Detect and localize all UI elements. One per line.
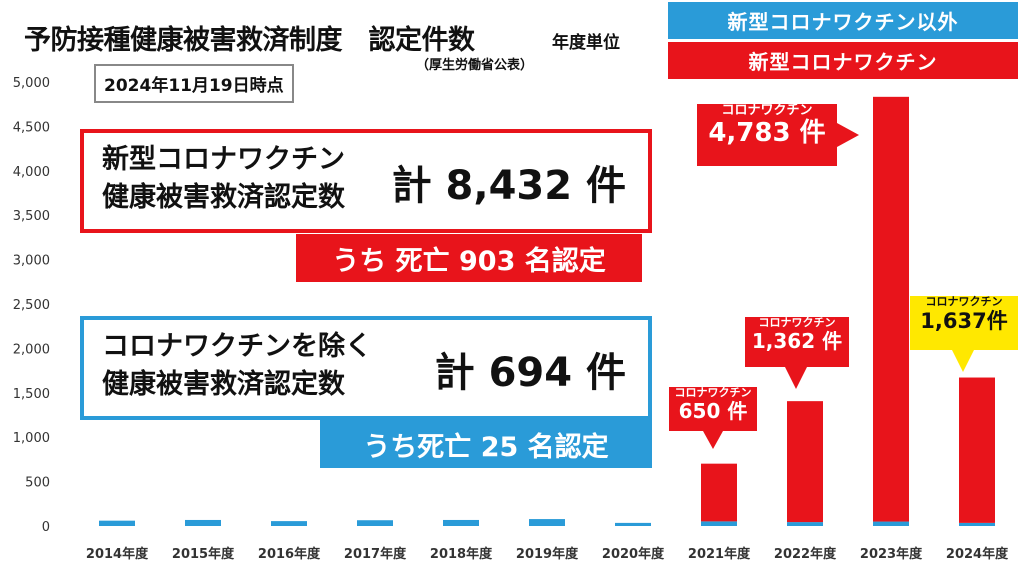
x-tick-label: 2019年度 — [516, 546, 579, 562]
bar-other-vaccines — [959, 522, 995, 526]
covid-death-count: うち 死亡 903 名認定 — [296, 234, 642, 282]
covid-summary-total: 計 8,432 件 — [391, 163, 626, 209]
x-tick-label: 2018年度 — [430, 546, 493, 562]
legend-item-covid-vaccine: 新型コロナワクチン — [668, 42, 1018, 79]
callout-2024: コロナワクチン 1,637件 — [910, 295, 1018, 350]
bar-covid-vaccine — [787, 401, 823, 523]
callout-2023: コロナワクチン 4,783 件 — [697, 103, 837, 166]
x-tick-label: 2024年度 — [946, 546, 1009, 562]
y-tick-label: 5,000 — [13, 76, 50, 91]
bar-other-vaccines — [787, 522, 823, 526]
y-tick-label: 4,500 — [13, 120, 50, 135]
callout-2024-label: コロナワクチン — [925, 295, 1003, 308]
y-tick-label: 4,000 — [13, 165, 50, 180]
y-tick-label: 1,500 — [13, 387, 50, 402]
bar-covid-vaccine — [959, 377, 995, 523]
callout-2023-label: コロナワクチン — [721, 103, 813, 118]
callout-2022-pointer — [785, 367, 807, 389]
callout-2023-pointer — [837, 123, 859, 147]
x-tick-label: 2014年度 — [86, 546, 149, 562]
y-tick-label: 1,000 — [13, 431, 50, 446]
callout-2024-value: 1,637件 — [920, 308, 1008, 333]
other-summary-total: 計 694 件 — [434, 350, 626, 396]
legend-item-other-vaccines: 新型コロナワクチン以外 — [668, 2, 1018, 39]
covid-summary-label: 新型コロナワクチン 健康被害救済認定数 — [102, 141, 345, 217]
x-tick-label: 2016年度 — [258, 546, 321, 562]
y-tick-label: 2,000 — [13, 342, 50, 357]
bar-other-vaccines — [271, 521, 307, 526]
bar-covid-vaccine — [701, 463, 737, 522]
y-tick-label: 0 — [42, 520, 50, 535]
x-tick-label: 2017年度 — [344, 546, 407, 562]
callout-2021: コロナワクチン 650 件 — [669, 386, 757, 431]
bar-other-vaccines — [615, 522, 651, 526]
bar-covid-vaccine — [873, 96, 909, 522]
callout-2022-label: コロナワクチン — [758, 316, 836, 329]
other-death-count: うち死亡 25 名認定 — [320, 420, 652, 468]
covid-summary-label-line1: 新型コロナワクチン — [102, 144, 345, 175]
bar-other-vaccines — [873, 521, 909, 526]
y-tick-label: 3,000 — [13, 254, 50, 269]
x-tick-label: 2015年度 — [172, 546, 235, 562]
chart-title: 予防接種健康被害救済制度 認定件数 — [24, 25, 475, 56]
callout-2021-value: 650 件 — [678, 398, 748, 423]
bar-other-vaccines — [185, 519, 221, 526]
x-tick-label: 2022年度 — [774, 546, 837, 562]
chart-subtitle: 年度単位 — [552, 33, 620, 53]
x-tick-label: 2020年度 — [602, 546, 665, 562]
covid-summary-panel: 新型コロナワクチン 健康被害救済認定数 計 8,432 件 — [80, 129, 652, 233]
other-summary-label-line2: 健康被害救済認定数 — [102, 369, 345, 400]
x-tick-label: 2023年度 — [860, 546, 923, 562]
other-summary-label-line1: コロナワクチンを除く — [102, 331, 372, 362]
x-tick-label: 2021年度 — [688, 546, 751, 562]
other-summary-label: コロナワクチンを除く 健康被害救済認定数 — [102, 328, 372, 404]
callout-2022: コロナワクチン 1,362 件 — [745, 316, 849, 367]
bar-other-vaccines — [529, 519, 565, 526]
covid-summary-label-line2: 健康被害救済認定数 — [102, 182, 345, 213]
date-note: 2024年11月19日時点 — [94, 64, 294, 103]
other-summary-panel: コロナワクチンを除く 健康被害救済認定数 計 694 件 — [80, 316, 652, 420]
y-tick-label: 3,500 — [13, 209, 50, 224]
callout-2023-value: 4,783 件 — [708, 117, 826, 148]
y-tick-label: 2,500 — [13, 298, 50, 313]
callout-2022-value: 1,362 件 — [751, 328, 843, 353]
bar-other-vaccines — [701, 521, 737, 526]
callout-2021-label: コロナワクチン — [674, 386, 752, 399]
callout-2024-pointer — [952, 350, 974, 372]
source-note: （厚生労働省公表） — [416, 58, 534, 73]
y-tick-label: 500 — [25, 476, 50, 491]
callout-2021-pointer — [703, 431, 723, 449]
bar-other-vaccines — [357, 520, 393, 526]
bar-other-vaccines — [99, 520, 135, 526]
bar-other-vaccines — [443, 519, 479, 526]
